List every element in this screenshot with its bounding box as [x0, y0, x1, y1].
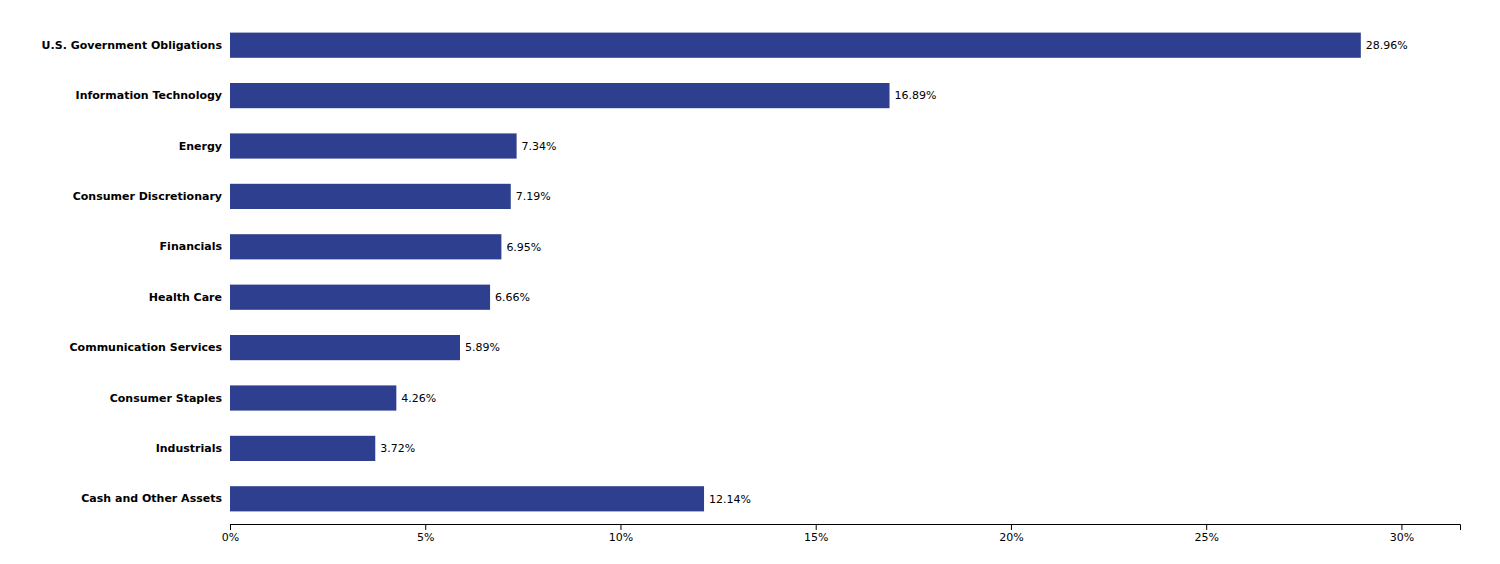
- bar: [230, 335, 460, 360]
- x-tick-mark: [816, 524, 817, 530]
- x-tick: 10%: [609, 524, 633, 544]
- x-tick: 30%: [1390, 524, 1414, 544]
- y-tick-label: Communication Services: [70, 341, 223, 354]
- data-label: 3.72%: [380, 442, 415, 455]
- x-axis: 0% 5% 10% 15% 20% 25% 30%: [222, 524, 1461, 544]
- bar: [230, 234, 501, 259]
- bar: [230, 436, 375, 461]
- x-tick-mark: [230, 524, 231, 530]
- x-tick: 0%: [222, 524, 239, 544]
- y-tick-label: Consumer Discretionary: [73, 190, 222, 203]
- x-tick-label: 30%: [1390, 531, 1414, 544]
- y-tick: Energy: [179, 140, 222, 153]
- bar: [230, 33, 1361, 58]
- x-tick: 20%: [999, 524, 1023, 544]
- y-tick-label: Financials: [160, 240, 223, 253]
- y-tick: Consumer Discretionary: [73, 190, 222, 203]
- x-axis-line: [231, 525, 1461, 531]
- y-tick-label: Cash and Other Assets: [81, 492, 222, 505]
- data-label: 12.14%: [709, 493, 751, 506]
- bar: [230, 285, 490, 310]
- x-tick-mark: [1011, 524, 1012, 530]
- x-tick-label: 25%: [1194, 531, 1218, 544]
- data-label: 5.89%: [465, 341, 500, 354]
- y-tick-label: Information Technology: [76, 89, 222, 102]
- y-tick-label: U.S. Government Obligations: [42, 39, 223, 52]
- y-tick-label: Consumer Staples: [110, 392, 223, 405]
- plot: 0% 5% 10% 15% 20% 25% 30% Cash and Other Assets…: [42, 33, 1461, 544]
- x-tick-label: 15%: [804, 531, 828, 544]
- x-tick-mark: [620, 524, 621, 530]
- bars: [230, 33, 1361, 512]
- x-tick: 5%: [417, 524, 434, 544]
- x-tick: 15%: [804, 524, 828, 544]
- y-tick: Financials: [160, 240, 223, 253]
- y-axis: Cash and Other Assets Industrials Consumer…: [42, 39, 223, 506]
- x-tick-label: 10%: [609, 531, 633, 544]
- data-label: 4.26%: [401, 392, 436, 405]
- y-tick: U.S. Government Obligations: [42, 39, 223, 52]
- x-tick-mark: [425, 524, 426, 530]
- y-tick: Industrials: [156, 442, 223, 455]
- data-label: 7.19%: [516, 190, 551, 203]
- y-tick: Cash and Other Assets: [81, 492, 222, 505]
- bar: [230, 486, 704, 511]
- y-tick-label: Industrials: [156, 442, 223, 455]
- data-label: 16.89%: [895, 89, 937, 102]
- x-tick-label: 0%: [222, 531, 239, 544]
- y-tick: Consumer Staples: [110, 392, 223, 405]
- bar: [230, 184, 511, 209]
- bar: [230, 385, 396, 410]
- y-tick: Communication Services: [70, 341, 223, 354]
- chart: 0% 5% 10% 15% 20% 25% 30% Cash and Other Assets…: [0, 0, 1500, 564]
- y-tick-label: Health Care: [149, 291, 222, 304]
- data-label: 6.95%: [506, 241, 541, 254]
- y-tick: Health Care: [149, 291, 222, 304]
- data-label: 28.96%: [1366, 39, 1408, 52]
- data-label: 7.34%: [522, 140, 557, 153]
- background: [0, 0, 1500, 564]
- x-tick-mark: [1401, 524, 1402, 530]
- x-tick: 25%: [1194, 524, 1218, 544]
- x-tick-mark: [1206, 524, 1207, 530]
- y-tick-label: Energy: [179, 140, 222, 153]
- y-tick: Information Technology: [76, 89, 222, 102]
- bar: [230, 133, 517, 158]
- x-tick-label: 5%: [417, 531, 434, 544]
- bar: [230, 83, 890, 108]
- data-label: 6.66%: [495, 291, 530, 304]
- x-tick-label: 20%: [999, 531, 1023, 544]
- data-labels: 12.14% 3.72% 4.26% 5.89% 6.66% 6.95% 7.19% 7.34…: [380, 39, 1408, 506]
